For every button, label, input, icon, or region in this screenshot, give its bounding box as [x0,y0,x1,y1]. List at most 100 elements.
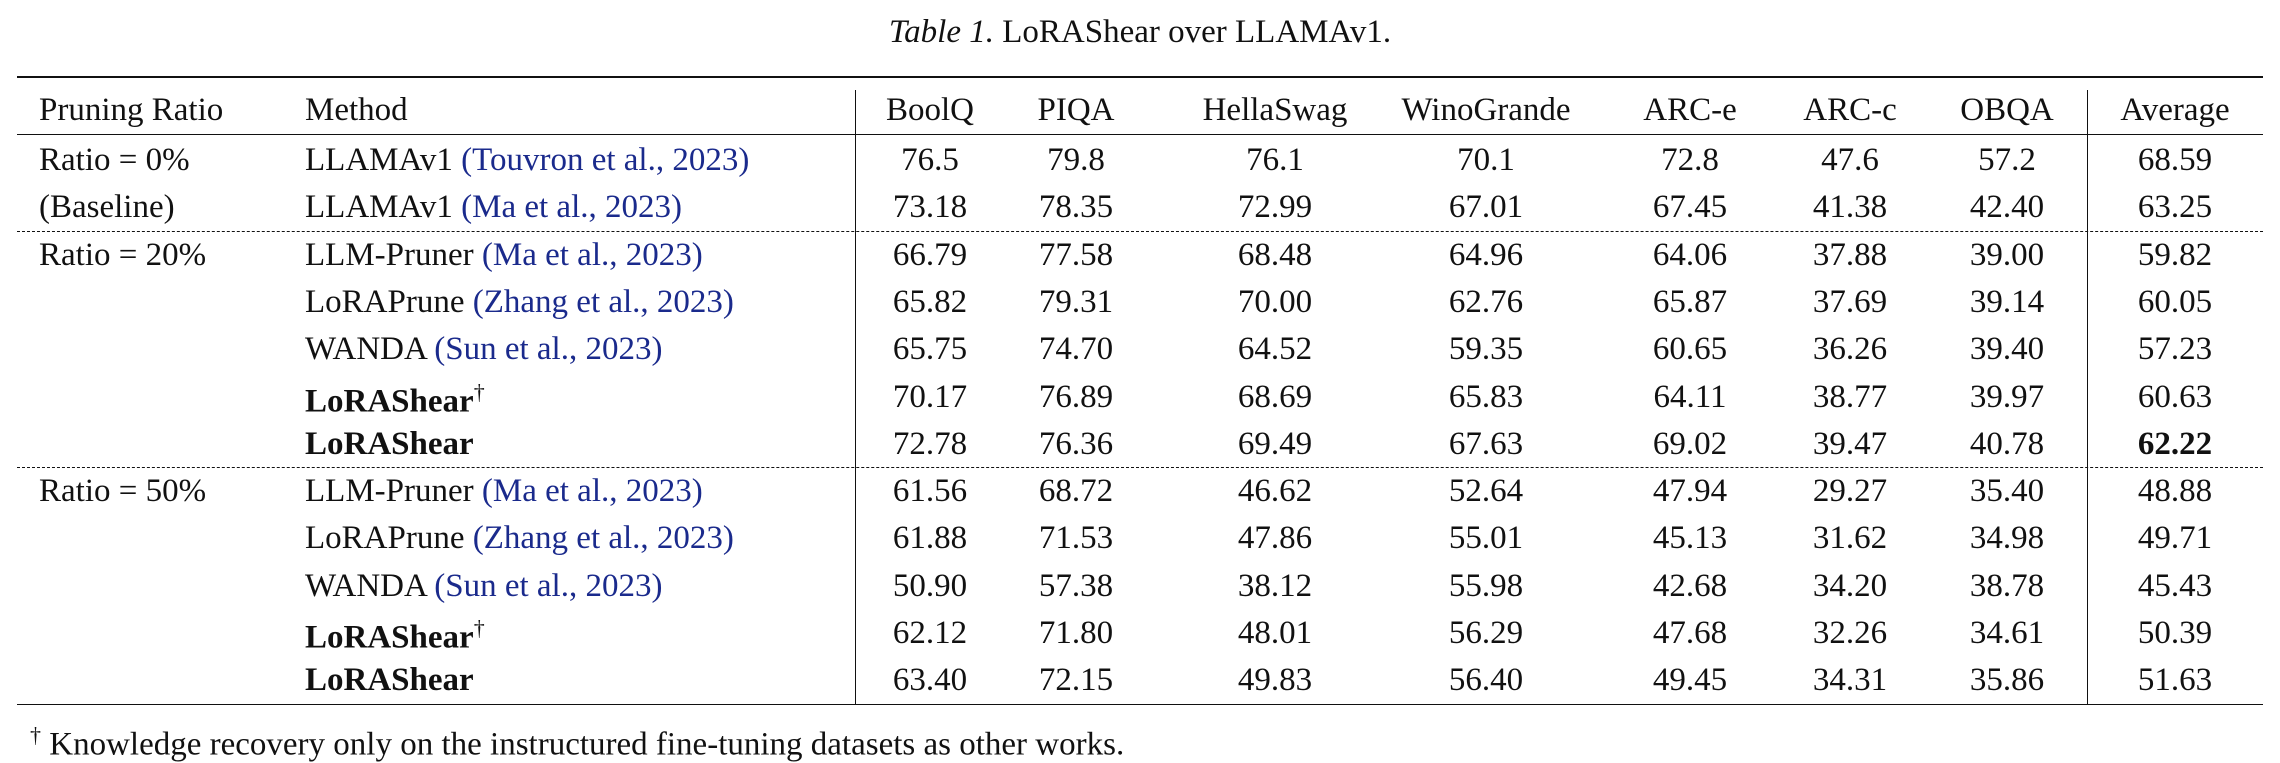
average-cell: 51.63 [2137,662,2213,699]
value-cell: 70.00 [1237,283,1313,320]
value-cell: 49.83 [1237,662,1313,699]
value-cell: 36.26 [1812,331,1888,368]
average-cell: 60.63 [2137,378,2213,415]
method-mark: † [473,379,485,404]
value-cell: 70.1 [1457,142,1515,178]
value-cell: 42.40 [1969,189,2045,226]
bottom-rule [17,703,2263,705]
footnote-mark: † [30,722,41,748]
value-cell: 67.45 [1652,189,1728,226]
group-separator [17,467,2263,469]
value-cell: 63.40 [892,662,968,699]
value-cell: 67.01 [1448,189,1524,226]
value-cell: 69.02 [1652,425,1728,462]
value-cell: 62.12 [892,615,968,651]
citation: (Ma et al., 2023) [481,473,703,510]
value-cell: 67.63 [1448,425,1524,462]
value-cell: 69.49 [1237,425,1313,462]
value-cell: 76.36 [1038,425,1114,462]
method: LoRAShear [305,425,474,462]
vertical-rule [855,90,856,704]
value-cell: 49.45 [1652,662,1728,699]
method-cell: WANDA (Sun et al., 2023) [305,566,662,606]
value-cell: 34.20 [1812,567,1888,604]
group-separator [17,230,2263,232]
group-label: Ratio = 0% [39,142,190,178]
header-cell: Pruning Ratio [39,92,224,128]
average-cell: 49.71 [2137,520,2213,557]
value-cell: 39.14 [1969,283,2045,320]
value-cell: 32.26 [1812,615,1888,651]
value-cell: 39.00 [1969,236,2045,273]
method-cell: LLAMAv1 (Touvron et al., 2023) [305,140,749,180]
header-rule [17,134,2263,135]
method-cell: LoRAShear [305,660,474,700]
value-cell: 39.47 [1812,425,1888,462]
caption-label: Table 1. [888,14,994,50]
value-cell: 38.12 [1237,567,1313,604]
value-cell: 65.82 [892,283,968,320]
method: LLAMAv1 [305,189,453,226]
method-cell: LLAMAv1 (Ma et al., 2023) [305,187,682,227]
value-cell: 68.48 [1237,236,1313,273]
value-cell: 71.53 [1038,520,1114,557]
value-cell: 66.79 [892,236,968,273]
method: WANDA [305,331,426,368]
value-cell: 45.13 [1652,520,1728,557]
method: LoRAShear [305,383,474,419]
citation: (Zhang et al., 2023) [472,520,734,557]
value-cell: 60.65 [1652,331,1728,368]
value-cell: 52.64 [1448,473,1524,510]
value-cell: 47.68 [1652,615,1728,651]
header-cell: Average [2120,92,2230,128]
value-cell: 47.6 [1821,142,1879,178]
citation: (Sun et al., 2023) [434,331,663,368]
value-cell: 78.35 [1038,189,1114,226]
method-cell: WANDA (Sun et al., 2023) [305,329,662,369]
value-cell: 65.75 [892,331,968,368]
value-cell: 65.87 [1652,283,1728,320]
value-cell: 65.83 [1448,378,1524,415]
header-cell: PIQA [1037,92,1115,128]
value-cell: 34.61 [1969,615,2045,651]
value-cell: 64.06 [1652,236,1728,273]
average-cell: 48.88 [2137,473,2213,510]
value-cell: 72.99 [1237,189,1313,226]
value-cell: 74.70 [1038,331,1114,368]
vertical-rule [2087,90,2088,704]
value-cell: 62.76 [1448,283,1524,320]
value-cell: 56.40 [1448,662,1524,699]
value-cell: 40.78 [1969,425,2045,462]
value-cell: 79.31 [1038,283,1114,320]
average-cell: 45.43 [2137,567,2213,604]
method: LLM-Pruner [305,473,474,510]
footnote: † Knowledge recovery only on the instruc… [30,716,1124,763]
top-rule [17,76,2263,78]
citation: (Touvron et al., 2023) [461,142,750,178]
value-cell: 76.1 [1246,142,1304,178]
value-cell: 42.68 [1652,567,1728,604]
value-cell: 76.5 [901,142,959,178]
method-cell: LoRAPrune (Zhang et al., 2023) [305,518,734,558]
method-cell: LLM-Pruner (Ma et al., 2023) [305,471,703,511]
method-cell: LoRAShear† [305,609,485,658]
method: WANDA [305,567,426,604]
method-cell: LoRAShear [305,424,474,464]
value-cell: 70.17 [892,378,968,415]
method: LLM-Pruner [305,236,474,273]
method-cell: LLM-Pruner (Ma et al., 2023) [305,235,703,275]
value-cell: 76.89 [1038,378,1114,415]
value-cell: 50.90 [892,567,968,604]
group-label: Ratio = 20% [39,236,207,273]
value-cell: 46.62 [1237,473,1313,510]
caption-text: LoRAShear over LLAMAv1. [1002,14,1392,50]
value-cell: 72.8 [1661,142,1719,178]
method: LLAMAv1 [305,142,453,178]
group-label: (Baseline) [39,189,175,226]
value-cell: 68.72 [1038,473,1114,510]
value-cell: 38.77 [1812,378,1888,415]
value-cell: 29.27 [1812,473,1888,510]
value-cell: 73.18 [892,189,968,226]
method-cell: LoRAPrune (Zhang et al., 2023) [305,282,734,322]
